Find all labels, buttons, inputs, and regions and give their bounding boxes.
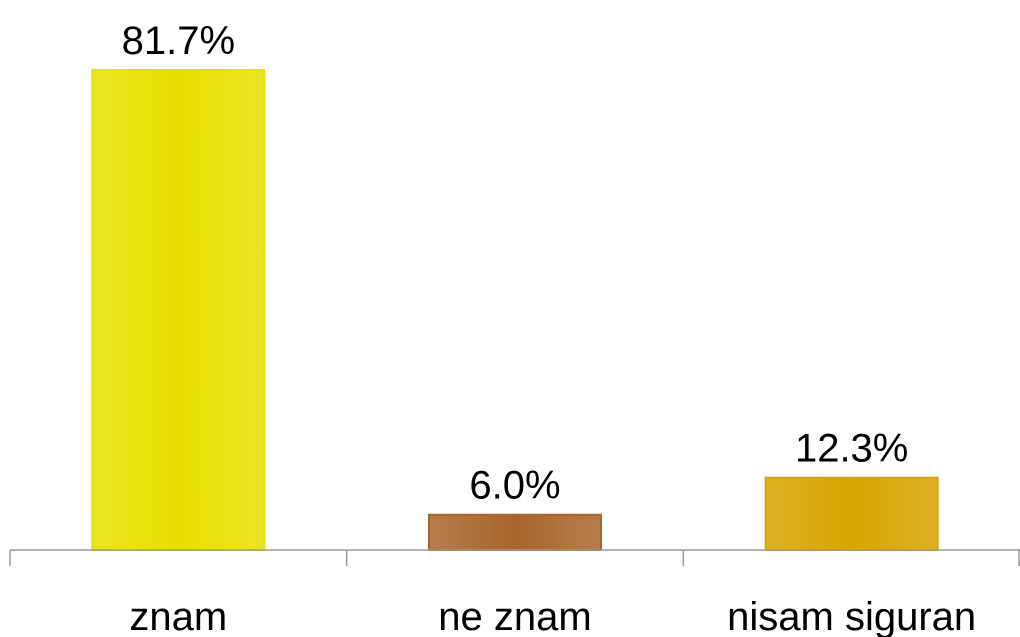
x-tick-label: ne znam (438, 595, 591, 637)
value-label: 12.3% (795, 427, 908, 471)
bar (764, 476, 939, 552)
value-label: 81.7% (122, 19, 235, 63)
value-label: 6.0% (469, 464, 560, 508)
x-tick-label: znam (129, 595, 227, 637)
x-tick-label: nisam siguran (727, 595, 976, 637)
bar (428, 513, 602, 552)
bar (91, 69, 266, 551)
